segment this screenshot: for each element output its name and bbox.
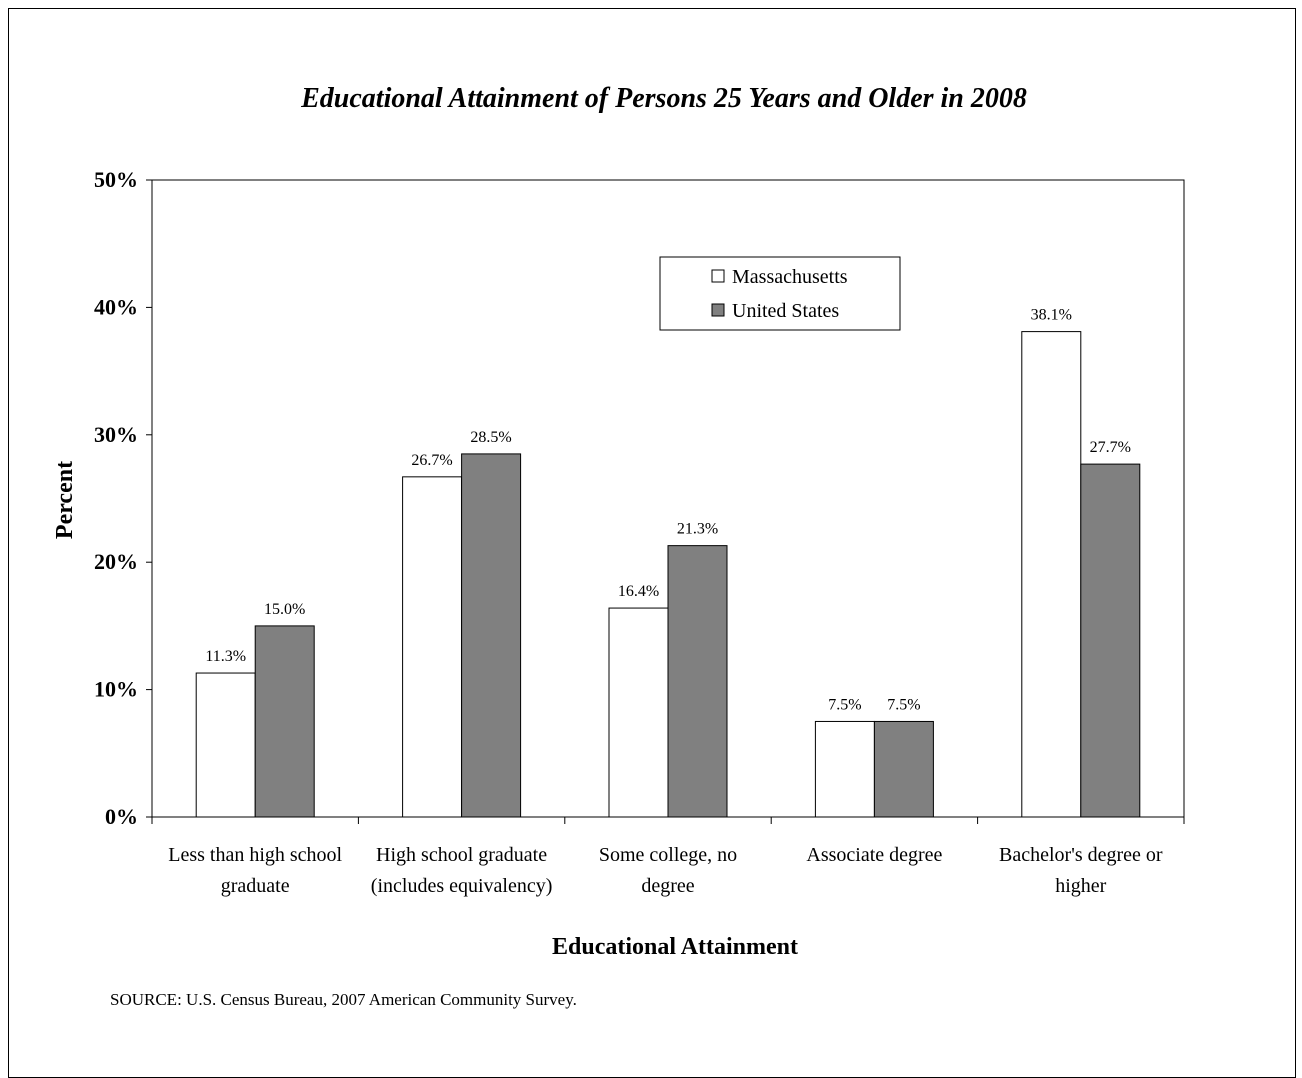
legend: Massachusetts United States bbox=[659, 256, 901, 331]
source-note: SOURCE: U.S. Census Bureau, 2007 America… bbox=[110, 990, 577, 1009]
bar-value-label: 38.1% bbox=[1031, 307, 1072, 324]
x-tick-label: High school graduate (includes equivalenc… bbox=[371, 844, 553, 897]
bar-united-states bbox=[461, 453, 522, 818]
y-tick-label: 40% bbox=[94, 294, 138, 319]
x-tick-label: Bachelor's degree or higher bbox=[999, 844, 1163, 897]
bar-value-label: 26.7% bbox=[411, 452, 452, 469]
bar-value-label: 21.3% bbox=[677, 521, 718, 538]
bar-massachusetts bbox=[195, 672, 256, 818]
y-tick-label: 50% bbox=[94, 167, 138, 192]
bar-massachusetts bbox=[402, 476, 463, 818]
legend-label-massachusetts: Massachusetts bbox=[732, 266, 848, 288]
bar-massachusetts bbox=[608, 607, 669, 818]
bar-united-states bbox=[667, 545, 728, 818]
bar-massachusetts bbox=[814, 720, 875, 818]
y-axis-label: Percent bbox=[52, 461, 78, 539]
bar-united-states bbox=[254, 625, 315, 818]
y-tick-label: 20% bbox=[94, 549, 138, 574]
legend-swatch-massachusetts bbox=[711, 269, 725, 283]
x-tick-label: Some college, no degree bbox=[599, 844, 737, 897]
bar-value-label: 27.7% bbox=[1090, 439, 1131, 456]
bar-value-label: 7.5% bbox=[887, 696, 920, 713]
bar-united-states bbox=[873, 720, 934, 818]
x-axis: Less than high school graduate High school… bbox=[151, 817, 1185, 897]
bar-value-label: 15.0% bbox=[264, 601, 305, 618]
y-tick-label: 10% bbox=[94, 677, 138, 702]
bar-value-label: 28.5% bbox=[470, 429, 511, 446]
bars bbox=[195, 331, 1141, 818]
bar-value-label: 11.3% bbox=[205, 648, 246, 665]
x-tick-label: Associate degree bbox=[806, 844, 942, 866]
x-axis-label: Educational Attainment bbox=[552, 934, 798, 960]
legend-swatch-united-states bbox=[711, 303, 725, 317]
bar-value-label: 16.4% bbox=[618, 583, 659, 600]
y-tick-label: 30% bbox=[94, 422, 138, 447]
bar-massachusetts bbox=[1021, 331, 1082, 818]
y-axis: 0% 10% 20% 30% 40% 50% bbox=[94, 167, 152, 829]
chart-title: Educational Attainment of Persons 25 Yea… bbox=[300, 83, 1027, 114]
bar-value-label: 7.5% bbox=[828, 696, 861, 713]
data-labels: 11.3% 15.0% 26.7% 28.5% 16.4% 21.3% 7.5% 7.5% 38… bbox=[205, 307, 1131, 714]
x-tick-label: Less than high school graduate bbox=[168, 844, 342, 897]
y-tick-label: 0% bbox=[105, 804, 138, 829]
legend-label-united-states: United States bbox=[732, 300, 839, 322]
bar-united-states bbox=[1080, 463, 1141, 818]
legend-box bbox=[659, 256, 901, 331]
